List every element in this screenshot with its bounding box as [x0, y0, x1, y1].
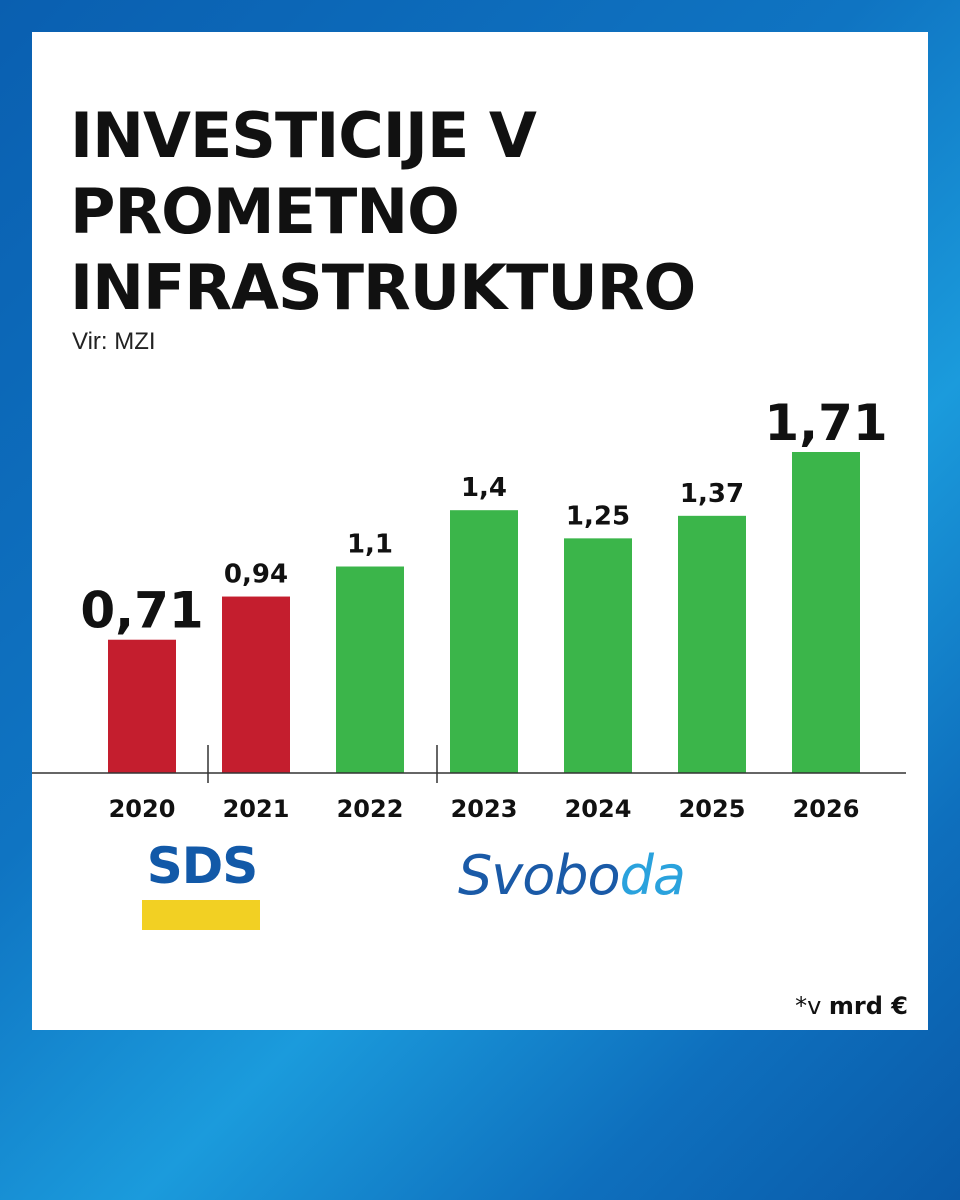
bar-2020 [108, 639, 176, 773]
sds-logo: SDS [142, 837, 262, 930]
bar-2022 [336, 566, 404, 773]
value-label-2023: 1,4 [461, 473, 507, 503]
unit-note: *v mrd € [795, 992, 908, 1020]
bar-2025 [678, 515, 746, 773]
value-label-2025: 1,37 [680, 479, 744, 509]
value-label-2020: 0,71 [80, 582, 203, 640]
bar-2026 [792, 452, 860, 773]
chart-card: INVESTICIJE V PROMETNO INFRASTRUKTURO Vi… [32, 32, 928, 1030]
title-line-2: PROMETNO [70, 175, 460, 248]
x-tick-label-2025: 2025 [679, 795, 746, 823]
x-tick-label-2026: 2026 [793, 795, 860, 823]
bar-chart: 0,71 2020 0,94 2021 1,1 2022 1,4 2023 1,25 2024 1,… [32, 394, 906, 823]
unit-main: mrd € [828, 992, 908, 1020]
bar-2023 [450, 510, 518, 773]
title-line-1: INVESTICIJE V [70, 99, 537, 172]
source-label: Vir: MZI [72, 328, 156, 355]
bar-2024 [564, 538, 632, 773]
svoboda-logo-text-part2: da [619, 844, 686, 907]
bar-2021 [222, 596, 290, 773]
x-tick-label-2020: 2020 [109, 795, 176, 823]
sds-logo-yellow-bar [142, 900, 260, 930]
x-tick-label-2021: 2021 [223, 795, 290, 823]
sds-logo-text: SDS [146, 837, 259, 895]
x-tick-label-2022: 2022 [337, 795, 404, 823]
value-label-2026: 1,71 [764, 394, 887, 452]
value-label-2021: 0,94 [224, 560, 288, 590]
unit-prefix: *v [795, 992, 822, 1020]
x-tick-label-2023: 2023 [451, 795, 518, 823]
chart-title: INVESTICIJE V PROMETNO INFRASTRUKTURO [70, 98, 696, 326]
svoboda-logo: Svoboda [458, 844, 686, 908]
x-tick-label-2024: 2024 [565, 795, 632, 823]
svoboda-logo-text-part1: Svobo [458, 844, 621, 907]
value-label-2024: 1,25 [566, 501, 630, 531]
value-label-2022: 1,1 [347, 530, 393, 560]
title-line-3: INFRASTRUKTURO [70, 251, 696, 324]
